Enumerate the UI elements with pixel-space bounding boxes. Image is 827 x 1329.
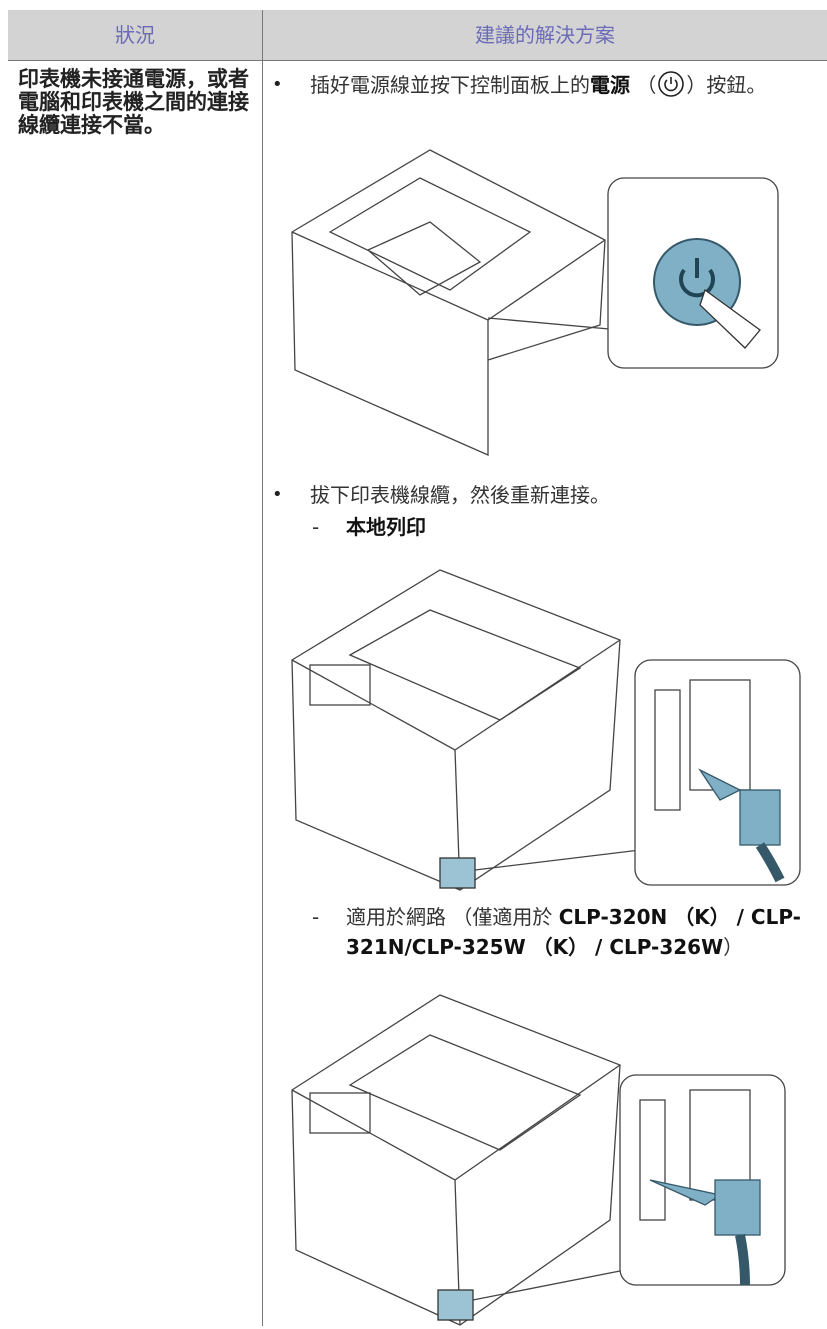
column-divider <box>262 10 263 1326</box>
printer-illustration <box>291 149 779 456</box>
bullet: • <box>272 74 283 95</box>
printer-illustration <box>291 994 786 1326</box>
solution-text: 插好電源線並按下控制面板上的電源 （ ）按鈕。 <box>310 70 815 100</box>
condition-text: 印表機未接通電源，或者電腦和印表機之間的連接線纜連接不當。 <box>18 67 249 137</box>
solution-text: 拔下印表機線纜，然後重新連接。 <box>310 483 610 507</box>
header-cell: 狀況 <box>8 10 262 60</box>
bold-text: CLP-320N （K） / CLP-321N/CLP-325W （K） / C… <box>346 905 801 959</box>
bold-text: 本地列印 <box>346 515 426 539</box>
bold-text: 電源 <box>590 73 630 97</box>
header-text: 狀況 <box>115 23 155 47</box>
header-text: 建議的解決方案 <box>475 23 615 47</box>
bullet: • <box>272 484 283 505</box>
text: （ <box>636 73 657 97</box>
text: 適用於網路 （僅適用於 <box>346 905 559 929</box>
printer-illustration <box>291 569 801 891</box>
text: ）按鈕。 <box>686 73 767 97</box>
header-rule <box>8 60 827 61</box>
power-icon <box>658 71 685 97</box>
text: 插好電源線並按下控制面板上的 <box>310 73 590 97</box>
text: ） <box>723 935 744 959</box>
sub-item: 適用於網路 （僅適用於 CLP-320N （K） / CLP-321N/CLP-… <box>346 902 821 962</box>
header-cell: 建議的解決方案 <box>263 10 827 60</box>
dash: - <box>312 515 320 539</box>
dash: - <box>312 905 320 929</box>
sub-item: 本地列印 <box>346 512 426 542</box>
